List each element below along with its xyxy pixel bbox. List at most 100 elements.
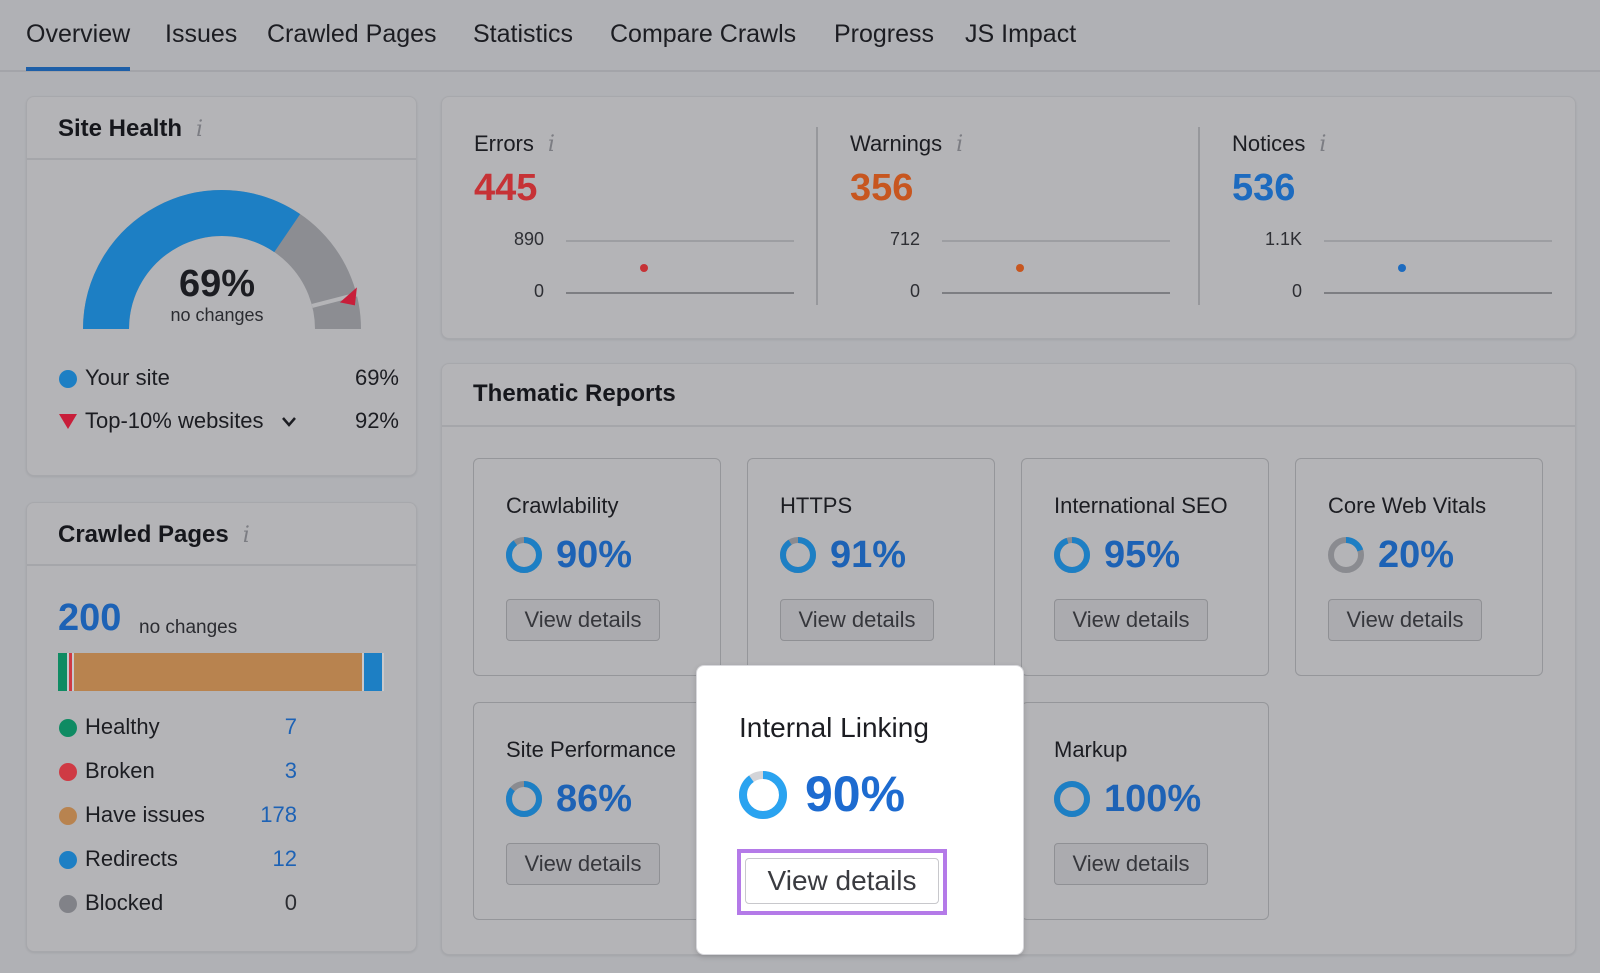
gridline-top xyxy=(566,240,794,242)
view-details-button[interactable]: View details xyxy=(506,843,660,885)
tab-overview[interactable]: Overview xyxy=(26,20,131,71)
gridline-top xyxy=(942,240,1170,242)
crawled-pages-total[interactable]: 200 xyxy=(58,597,122,639)
legend-top10[interactable]: Top-10% websites 92% xyxy=(59,408,399,438)
crawled-pages-note: no changes xyxy=(139,617,238,638)
report-international-seo: International SEO 95% View details xyxy=(1021,458,1269,676)
site-health-percent: 69% xyxy=(178,263,256,305)
crawled-pages-stacked-bar xyxy=(58,653,384,691)
metric-label: Notices xyxy=(1232,131,1306,156)
info-icon[interactable]: i xyxy=(547,132,555,157)
y-axis-min-label: 0 xyxy=(1291,281,1302,301)
status-dot-icon xyxy=(59,851,77,869)
metric-label: Errors xyxy=(474,131,534,156)
card-divider xyxy=(27,564,416,566)
y-axis-max-label: 1.1K xyxy=(1264,229,1302,249)
report-name: International SEO xyxy=(1054,493,1228,518)
highlight-frame xyxy=(737,849,947,915)
top10-marker-icon xyxy=(339,287,357,306)
progress-ring-icon xyxy=(1054,537,1090,573)
card-divider xyxy=(442,425,1575,427)
legend-count[interactable]: 12 xyxy=(272,846,297,871)
gauge-score-arc xyxy=(83,190,301,330)
crawled-legend-row: Redirects 12 xyxy=(59,846,297,876)
thematic-reports-title: Thematic Reports xyxy=(473,380,676,407)
metric-value[interactable]: 536 xyxy=(1232,167,1296,209)
info-icon[interactable]: i xyxy=(956,132,964,157)
info-icon[interactable]: i xyxy=(196,117,204,142)
report-name: Core Web Vitals xyxy=(1328,493,1487,518)
progress-ring-icon xyxy=(1054,781,1090,817)
report-percent: 90% xyxy=(556,534,633,576)
legend-count: 0 xyxy=(284,890,297,915)
bar-segment-broken[interactable] xyxy=(69,653,75,691)
info-icon[interactable]: i xyxy=(1319,132,1327,157)
report-percent: 91% xyxy=(830,534,907,576)
report-name: Site Performance xyxy=(506,737,676,762)
internal-linking-view-details-button[interactable]: View details xyxy=(745,858,939,904)
site-health-subtext: no changes xyxy=(170,305,264,325)
metric-divider xyxy=(816,127,818,305)
y-axis-max-label: 890 xyxy=(513,229,544,249)
site-health-title: Site Health xyxy=(58,115,183,142)
report-percent: 86% xyxy=(556,778,633,820)
legend-count[interactable]: 178 xyxy=(260,802,297,827)
legend-count[interactable]: 3 xyxy=(284,758,297,783)
legend-count[interactable]: 7 xyxy=(284,714,297,739)
issues-summary-card: Errors i 445 890 0 Warnings i 356 712 0 Notices i 53… xyxy=(441,96,1576,339)
metric-value[interactable]: 445 xyxy=(474,167,538,209)
y-axis-max-label: 712 xyxy=(889,229,920,249)
report-percent: 95% xyxy=(1104,534,1181,576)
report-name: HTTPS xyxy=(780,493,853,518)
report-crawlability: Crawlability 90% View details xyxy=(473,458,721,676)
tab-progress[interactable]: Progress xyxy=(834,20,935,48)
report-name: Markup xyxy=(1054,737,1128,762)
report-percent: 100% xyxy=(1104,778,1202,820)
gridline-bottom xyxy=(942,292,1170,294)
progress-ring-icon xyxy=(506,781,542,817)
legend-your-site: Your site 69% xyxy=(59,365,399,395)
y-axis-min-label: 0 xyxy=(909,281,920,301)
metric-data-point[interactable] xyxy=(1016,264,1024,272)
bar-segment-redirects[interactable] xyxy=(364,653,384,691)
status-dot-icon xyxy=(59,807,77,825)
internal-linking-name: Internal Linking xyxy=(739,712,929,743)
view-details-button[interactable]: View details xyxy=(780,599,934,641)
metric-value[interactable]: 356 xyxy=(850,167,914,209)
internal-linking-progress-ring-icon xyxy=(739,771,787,819)
metric-data-point[interactable] xyxy=(640,264,648,272)
metric-label: Warnings xyxy=(850,131,943,156)
site-health-gauge xyxy=(83,190,361,330)
crawled-pages-card: Crawled Pages i 200 no changes Healthy 7 Br… xyxy=(26,502,417,952)
your-site-dot-icon xyxy=(59,370,77,388)
internal-linking-popup: Internal Linking 90% View details xyxy=(696,665,1024,955)
chevron-down-icon[interactable] xyxy=(281,416,297,428)
tab-crawled-pages[interactable]: Crawled Pages xyxy=(267,20,437,48)
tab-compare-crawls[interactable]: Compare Crawls xyxy=(610,20,797,48)
bar-segment-healthy[interactable] xyxy=(58,653,70,691)
view-details-button[interactable]: View details xyxy=(1328,599,1482,641)
top-tab-bar: Overview Issues Crawled Pages Statistics… xyxy=(0,0,1600,72)
progress-ring-icon xyxy=(780,537,816,573)
view-details-button[interactable]: View details xyxy=(506,599,660,641)
metric-data-point[interactable] xyxy=(1398,264,1406,272)
gridline-bottom xyxy=(1324,292,1552,294)
site-health-card: Site Health i 69% no changes Your site 69… xyxy=(26,96,417,476)
info-icon[interactable]: i xyxy=(242,523,250,548)
status-dot-icon xyxy=(59,895,77,913)
view-details-button[interactable]: View details xyxy=(1054,599,1208,641)
tab-issues[interactable]: Issues xyxy=(165,20,238,48)
tab-statistics[interactable]: Statistics xyxy=(473,20,574,48)
metric-1-title: Warnings i xyxy=(850,131,963,157)
thematic-reports-card: Thematic Reports Crawlability 90% View det… xyxy=(441,363,1576,955)
crawled-pages-title: Crawled Pages xyxy=(58,521,229,548)
view-details-button[interactable]: View details xyxy=(1054,843,1208,885)
report-name: Crawlability xyxy=(506,493,619,518)
report-markup: Markup 100% View details xyxy=(1021,702,1269,920)
status-dot-icon xyxy=(59,719,77,737)
bar-segment-have-issues[interactable] xyxy=(74,653,365,691)
triangle-down-icon xyxy=(59,414,77,429)
tab-js-impact[interactable]: JS Impact xyxy=(965,20,1077,48)
status-dot-icon xyxy=(59,763,77,781)
gridline-top xyxy=(1324,240,1552,242)
